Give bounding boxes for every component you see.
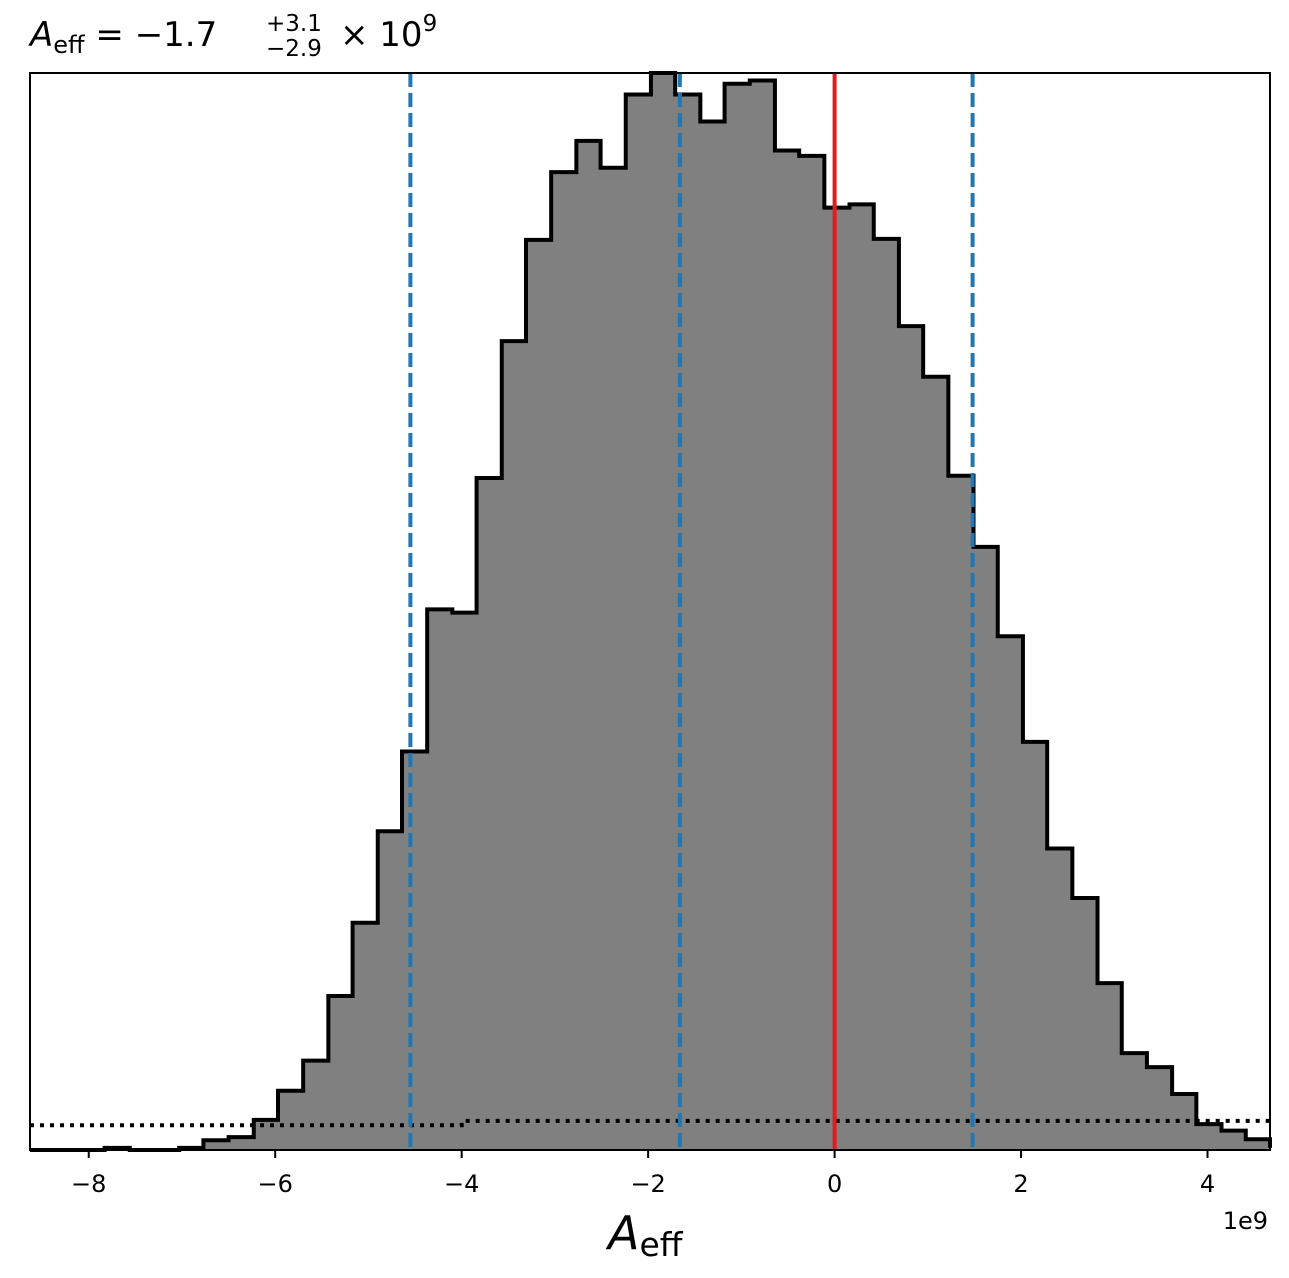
title-error-minus: −2.9 — [266, 36, 322, 62]
histogram-bar — [377, 831, 403, 1150]
histogram-bar — [973, 546, 999, 1150]
histogram-bar — [1097, 983, 1123, 1150]
x-tick-label: 2 — [1013, 1170, 1028, 1198]
histogram-bar — [576, 140, 602, 1150]
x-ticks-layer: −8 −6 −4 −2 0 2 4 — [71, 1150, 1215, 1198]
histogram-bar — [724, 83, 751, 1150]
x-tick-label: −6 — [258, 1170, 293, 1198]
title-scale: × 109 — [340, 11, 437, 55]
histogram-bar — [253, 1119, 279, 1150]
histogram-bar — [650, 73, 676, 1150]
vertical-lines-layer — [408, 73, 975, 1150]
histogram-bar — [303, 1060, 329, 1150]
histogram-bar — [1245, 1139, 1271, 1150]
axis-offset-text: 1e9 — [1223, 1207, 1268, 1235]
title-error-plus: +3.1 — [266, 11, 322, 37]
histogram-layer — [30, 71, 1272, 1152]
x-axis-label: Aeff — [605, 1206, 684, 1264]
histogram-bar — [898, 326, 924, 1151]
histogram-bar — [625, 94, 652, 1150]
title-median: −1.7 — [135, 15, 218, 55]
histogram-bar — [352, 922, 379, 1150]
histogram-bar — [997, 636, 1024, 1150]
histogram-bar — [1196, 1124, 1223, 1150]
histogram-bar — [849, 204, 875, 1151]
histogram-bar — [774, 150, 800, 1150]
histogram-outline — [30, 71, 1272, 1152]
histogram-bar — [1022, 741, 1048, 1150]
histogram-bar — [873, 238, 900, 1150]
histogram-bar — [923, 376, 949, 1150]
title-exponent: 9 — [423, 11, 438, 37]
histogram-bar — [278, 1090, 304, 1150]
histogram-bar — [203, 1140, 230, 1150]
histogram-bar — [824, 207, 851, 1150]
plot-frame — [29, 72, 1271, 1151]
histogram-bar — [452, 612, 478, 1150]
histogram-bar — [402, 751, 428, 1150]
title-equals: = — [85, 15, 135, 55]
histogram-bar — [1047, 848, 1073, 1150]
histogram-bar — [799, 155, 825, 1150]
histogram-bar — [948, 475, 975, 1151]
x-tick-label: −4 — [444, 1170, 479, 1198]
chart-title: Aeff = −1.7 — [28, 15, 217, 59]
histogram-bar — [526, 239, 552, 1150]
title-times: × 10 — [340, 15, 423, 55]
histogram-bar — [1072, 897, 1099, 1150]
x-tick-label: −2 — [630, 1170, 665, 1198]
x-tick-label: −8 — [71, 1170, 106, 1198]
histogram-bar — [476, 477, 503, 1150]
prior-dotted-line — [30, 1118, 1270, 1128]
histogram-bar — [749, 80, 776, 1150]
x-tick-label: 0 — [827, 1170, 842, 1198]
x-tick-label: 4 — [1200, 1170, 1215, 1198]
title-symbol-subscript: eff — [53, 31, 85, 59]
histogram-bar — [1221, 1130, 1247, 1150]
x-label-subscript: eff — [639, 1225, 683, 1264]
x-label-symbol: A — [605, 1206, 639, 1260]
histogram-bar — [1146, 1067, 1173, 1150]
histogram-bar — [551, 172, 577, 1151]
prior-layer — [30, 1118, 1270, 1128]
histogram-bar — [427, 609, 453, 1150]
histogram-bar — [501, 341, 527, 1151]
histogram-bar — [1121, 1053, 1148, 1150]
histogram-bar — [600, 167, 627, 1150]
histogram-bar — [700, 121, 726, 1151]
histogram-bar — [228, 1137, 255, 1150]
title-symbol: A — [28, 15, 53, 55]
